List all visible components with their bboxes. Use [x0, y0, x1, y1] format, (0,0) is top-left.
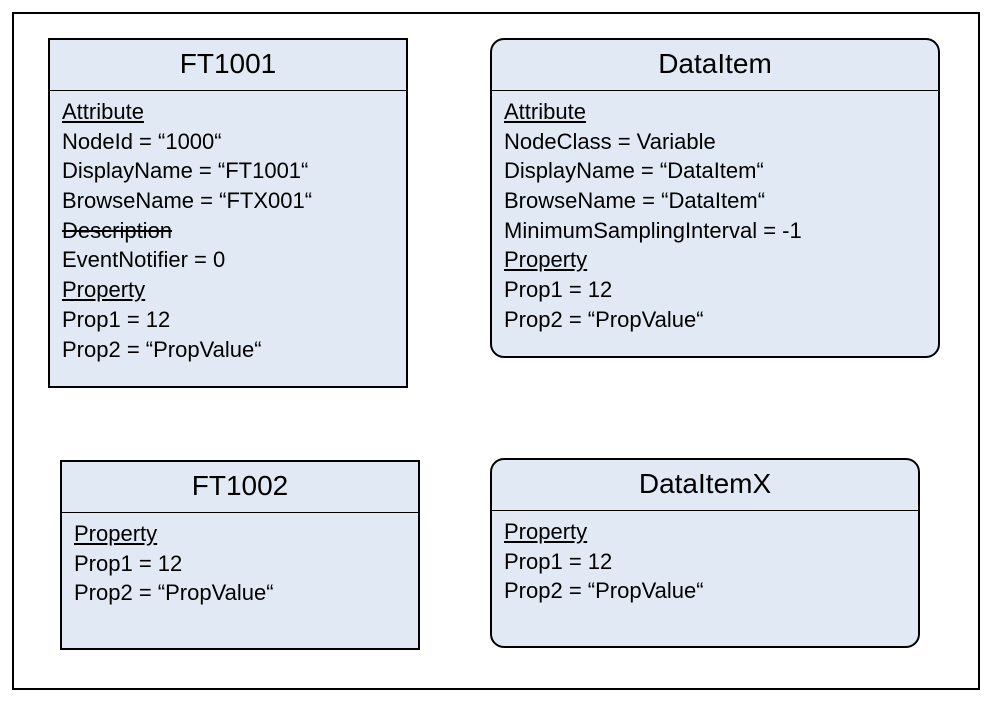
section-heading: Property	[504, 517, 906, 547]
section-line: DisplayName = “DataItem“	[504, 156, 926, 186]
section-line: EventNotifier = 0	[62, 245, 394, 275]
section-line: Prop2 = “PropValue“	[62, 335, 394, 365]
section-line: Prop2 = “PropValue“	[504, 305, 926, 335]
section-line: Description	[62, 216, 394, 246]
section-line: DisplayName = “FT1001“	[62, 156, 394, 186]
uml-node-dataitemx: DataItemXPropertyProp1 = 12Prop2 = “Prop…	[490, 458, 920, 648]
uml-node-ft1001: FT1001AttributeNodeId = “1000“DisplayNam…	[48, 38, 408, 388]
section-line: Prop2 = “PropValue“	[504, 576, 906, 606]
uml-body: PropertyProp1 = 12Prop2 = “PropValue“	[492, 511, 918, 616]
section-line: BrowseName = “DataItem“	[504, 186, 926, 216]
section-heading: Property	[62, 275, 394, 305]
section-line: BrowseName = “FTX001“	[62, 186, 394, 216]
section-line: Prop1 = 12	[504, 275, 926, 305]
diagram-canvas: FT1001AttributeNodeId = “1000“DisplayNam…	[0, 0, 992, 702]
section-line: Prop1 = 12	[74, 549, 406, 579]
uml-body: PropertyProp1 = 12Prop2 = “PropValue“	[62, 513, 418, 618]
uml-node-dataitem: DataItemAttributeNodeClass = VariableDis…	[490, 38, 940, 358]
section-heading: Property	[504, 245, 926, 275]
section-line: Prop1 = 12	[62, 305, 394, 335]
section-line: Prop2 = “PropValue“	[74, 578, 406, 608]
section-heading: Attribute	[504, 97, 926, 127]
uml-node-ft1002: FT1002PropertyProp1 = 12Prop2 = “PropVal…	[60, 460, 420, 650]
uml-title: DataItem	[492, 40, 938, 91]
uml-title: FT1002	[62, 462, 418, 513]
uml-title: FT1001	[50, 40, 406, 91]
section-heading: Property	[74, 519, 406, 549]
section-heading: Attribute	[62, 97, 394, 127]
uml-body: AttributeNodeId = “1000“DisplayName = “F…	[50, 91, 406, 374]
uml-body: AttributeNodeClass = VariableDisplayName…	[492, 91, 938, 345]
uml-title: DataItemX	[492, 460, 918, 511]
section-line: NodeClass = Variable	[504, 127, 926, 157]
section-line: Prop1 = 12	[504, 547, 906, 577]
section-line: MinimumSamplingInterval = -1	[504, 216, 926, 246]
section-line: NodeId = “1000“	[62, 127, 394, 157]
